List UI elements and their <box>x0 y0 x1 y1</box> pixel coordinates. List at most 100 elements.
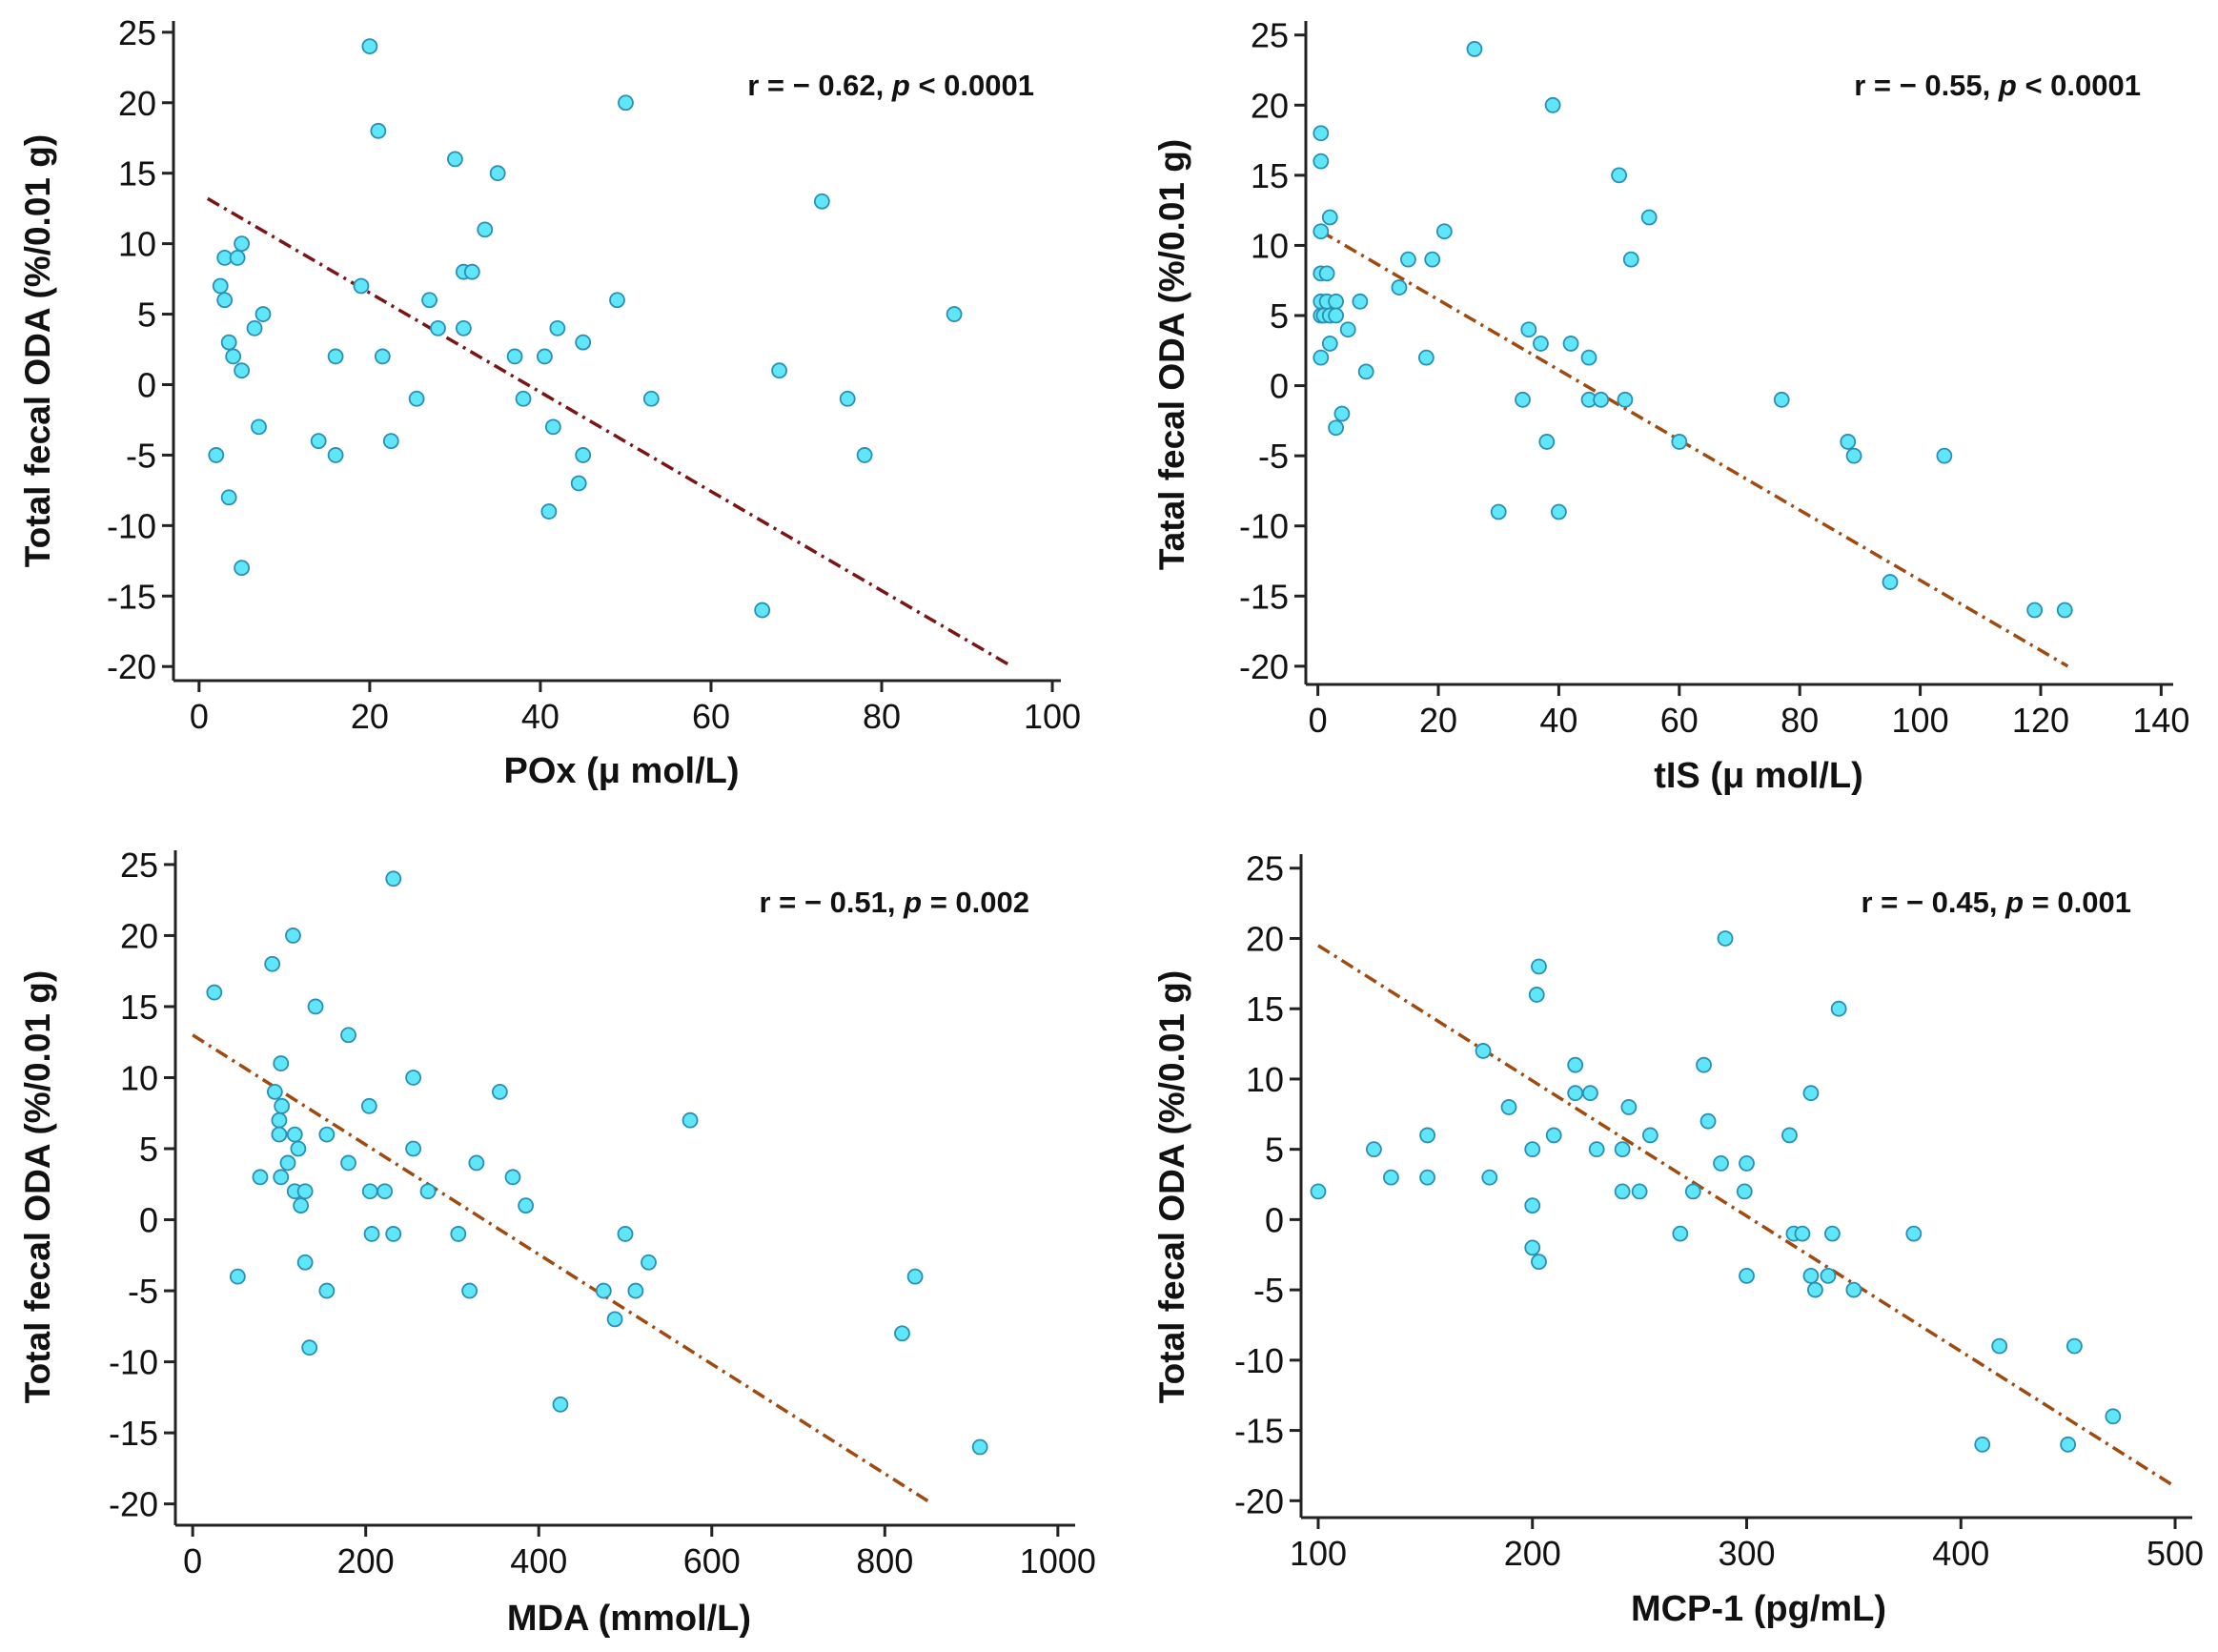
data-point <box>1672 1225 1689 1242</box>
data-point <box>1544 96 1561 113</box>
data-point <box>1717 930 1734 947</box>
x-axis-variable: tIS <box>1654 756 1700 796</box>
data-point <box>609 292 625 309</box>
data-point <box>1538 434 1556 450</box>
p-symbol: p <box>891 69 910 102</box>
data-point <box>1366 1141 1382 1158</box>
data-point <box>1520 321 1537 338</box>
x-axis-variable: MCP-1 <box>1631 1589 1743 1629</box>
data-point <box>382 433 399 450</box>
data-point <box>1773 391 1790 408</box>
data-point <box>946 306 963 322</box>
x-tick-label: 600 <box>683 1541 741 1581</box>
data-point <box>1567 1085 1584 1102</box>
data-point <box>1580 349 1597 366</box>
data-point <box>1328 419 1344 437</box>
data-point <box>906 1268 924 1285</box>
y-tick-label: -10 <box>1234 1341 1284 1380</box>
y-tick-label: 15 <box>1246 989 1284 1029</box>
data-point <box>279 1154 296 1172</box>
trend-line <box>1319 230 2069 668</box>
data-point <box>1974 1436 1991 1453</box>
y-tick-label: 15 <box>120 988 158 1027</box>
y-tick-label: 20 <box>1246 919 1284 958</box>
x-tick-label: 200 <box>1504 1534 1561 1573</box>
data-point <box>1466 41 1483 57</box>
data-point <box>754 602 771 619</box>
x-tick-label: 0 <box>1309 701 1328 740</box>
p-value: < 0.0001 <box>2017 69 2141 102</box>
data-point <box>1794 1225 1811 1242</box>
y-tick-label: 0 <box>1270 367 1289 406</box>
data-point <box>318 1126 336 1143</box>
x-axis-unit: (mmol/L) <box>599 1599 751 1639</box>
y-tick-label: 5 <box>139 1130 158 1169</box>
data-point <box>1713 1155 1729 1172</box>
data-point <box>682 1112 699 1129</box>
data-point <box>477 221 494 238</box>
data-point <box>1830 1000 1847 1017</box>
data-point <box>405 1140 422 1157</box>
data-point <box>1524 1141 1541 1158</box>
x-tick-label: 80 <box>863 697 901 736</box>
data-point <box>1802 1267 1820 1284</box>
data-point <box>2065 1337 2083 1355</box>
data-point <box>1631 1183 1648 1200</box>
x-axis-title: MDA (mmol/L) <box>507 1599 751 1639</box>
r-value: r = − 0.45, <box>1861 886 1997 919</box>
data-point <box>220 334 237 351</box>
data-point <box>1531 958 1547 975</box>
r-value: r = − 0.51, <box>759 886 895 919</box>
data-point <box>1312 349 1330 366</box>
data-point <box>385 870 402 887</box>
data-point <box>1611 167 1628 184</box>
data-point <box>1820 1267 1837 1284</box>
data-point <box>504 1169 521 1186</box>
data-point <box>234 235 251 253</box>
y-tick-label: 20 <box>120 916 158 955</box>
data-point <box>515 390 532 407</box>
data-point <box>1736 1183 1753 1200</box>
data-point <box>273 1169 290 1186</box>
data-point <box>540 503 558 520</box>
x-axis-unit: (μ mol/L) <box>586 751 739 791</box>
data-point <box>229 1268 246 1285</box>
data-point <box>1339 321 1356 338</box>
y-tick-label: 10 <box>120 1058 158 1097</box>
y-tick-label: 10 <box>1246 1060 1284 1099</box>
data-point <box>447 151 463 168</box>
data-point <box>1490 503 1507 520</box>
data-point <box>220 489 237 506</box>
data-point <box>1419 1169 1436 1186</box>
data-point <box>506 348 523 365</box>
data-point <box>246 319 263 337</box>
data-point <box>1622 251 1639 268</box>
x-axis-title: MCP-1 (pg/mL) <box>1631 1589 1886 1629</box>
data-point <box>1312 153 1330 170</box>
x-tick-label: 0 <box>183 1541 202 1581</box>
data-point <box>310 433 327 450</box>
x-tick-label: 40 <box>1539 701 1577 740</box>
data-point <box>1845 1281 1862 1298</box>
y-tick-label: 10 <box>118 225 156 264</box>
data-point <box>361 1183 378 1200</box>
data-point <box>361 38 378 55</box>
data-point <box>1739 1267 1755 1284</box>
panel-tis: 25 20 15 10 5 0 -5 -10 -15 -20 0 20 40 60 80 100 120 140… <box>1152 16 2189 796</box>
data-point <box>894 1325 910 1342</box>
p-symbol: p <box>2004 886 2024 919</box>
data-point <box>1481 1169 1498 1186</box>
correlation-annotation: r = − 0.51, p = 0.002 <box>759 886 1029 919</box>
y-tick-label: -20 <box>109 1485 158 1524</box>
x-tick-label: 100 <box>1024 697 1081 736</box>
data-point <box>296 1254 314 1271</box>
data-point <box>1551 503 1567 520</box>
data-point <box>271 1126 288 1143</box>
data-point <box>1312 125 1330 142</box>
data-point <box>1614 1183 1631 1200</box>
y-tick-label: 20 <box>1251 86 1289 125</box>
data-point <box>461 1282 478 1299</box>
x-tick-label: 140 <box>2132 701 2189 740</box>
